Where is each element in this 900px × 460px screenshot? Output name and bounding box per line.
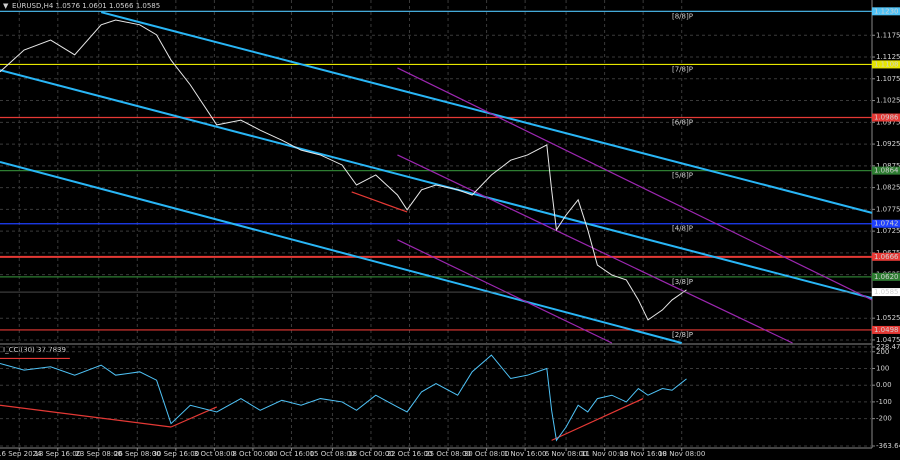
y-tick-label: 1.0875 [876, 162, 900, 170]
y-tick-label: 0.00 [876, 381, 892, 389]
y-tick-label: -363.6451 [876, 442, 900, 450]
level-name: [8/8]P [672, 12, 693, 20]
last-price-tag [872, 288, 900, 297]
x-tick-label: 13 Nov 16:00 [620, 450, 667, 458]
y-tick-label: -100 [876, 398, 892, 406]
symbol-arrow: ▼ [3, 2, 9, 10]
x-tick-label: 8 Oct 00:00 [232, 450, 273, 458]
series-line [0, 354, 687, 442]
level-name: [6/8]P [672, 119, 693, 127]
trend-line [551, 398, 644, 441]
indicator-title: I_CCI(30) 37.7839 [3, 346, 66, 354]
level-label: 1.1230 [874, 7, 899, 15]
trend-line [397, 67, 873, 301]
level-label: 1.1108 [874, 60, 899, 68]
y-tick-label: 1.0825 [876, 184, 900, 192]
trend-line [0, 69, 873, 300]
x-tick-label: 10 Oct 16:00 [269, 450, 315, 458]
level-tag [872, 60, 900, 69]
y-tick-label: 1.1075 [876, 75, 900, 83]
trend-line [351, 191, 408, 213]
y-tick-label: 200 [876, 348, 889, 356]
level-tag [872, 113, 900, 122]
y-tick-label: 228.4729 [876, 343, 900, 351]
level-name: [2/8]P [672, 331, 693, 339]
x-tick-label: 15 Oct 08:00 [310, 450, 356, 458]
x-tick-label: 22 Oct 16:00 [387, 450, 433, 458]
x-tick-label: 6 Nov 08:00 [545, 450, 588, 458]
trend-line [100, 11, 873, 214]
level-label: 1.0986 [874, 114, 899, 122]
chart-title: EURUSD,H4 1.0576 1.0601 1.0566 1.0585 [12, 2, 160, 10]
level-tag [872, 166, 900, 175]
x-tick-label: 1 Nov 16:00 [504, 450, 547, 458]
trend-line [0, 160, 682, 344]
y-tick-label: 1.0525 [876, 314, 900, 322]
y-tick-label: 1.0975 [876, 118, 900, 126]
y-tick-label: 1.0725 [876, 227, 900, 235]
y-tick-label: 1.1025 [876, 97, 900, 105]
trend-line [397, 239, 613, 344]
trend-line [397, 154, 793, 344]
x-tick-label: 18 Sep 16:00 [34, 450, 81, 458]
level-tag [872, 272, 900, 281]
trend-line [0, 404, 172, 428]
level-name: [4/8]P [672, 225, 693, 233]
y-tick-label: -200 [876, 415, 892, 423]
y-tick-label: 1.0925 [876, 140, 900, 148]
x-tick-label: 30 Oct 08:00 [464, 450, 510, 458]
level-tag [872, 325, 900, 334]
level-name: [5/8]P [672, 172, 693, 180]
level-label: 1.0864 [874, 167, 899, 175]
x-tick-label: 11 Nov 00:00 [581, 450, 628, 458]
murrey-label: 1.0666 [874, 253, 899, 261]
y-tick-label: 100 [876, 364, 889, 372]
y-tick-label: 1.1125 [876, 53, 900, 61]
last-price-label: 1.0585 [874, 288, 899, 296]
x-tick-label: 26 Sep 08:00 [114, 450, 161, 458]
level-name: [3/8]P [672, 278, 693, 286]
x-tick-label: 18 Oct 00:00 [348, 450, 394, 458]
series-line [0, 19, 687, 321]
x-tick-label: 16 Sep 2024 [0, 450, 42, 458]
x-tick-label: 30 Sep 16:00 [152, 450, 199, 458]
y-tick-label: 1.0775 [876, 205, 900, 213]
x-tick-label: 25 Oct 08:00 [425, 450, 471, 458]
level-label: 1.0742 [874, 220, 899, 228]
x-tick-label: 18 Nov 08:00 [658, 450, 705, 458]
level-label: 1.0498 [874, 326, 899, 334]
level-label: 1.0620 [874, 273, 899, 281]
level-name: [7/8]P [672, 65, 693, 73]
level-tag [872, 219, 900, 228]
level-tag [872, 7, 900, 16]
murrey-tag [872, 252, 900, 261]
x-tick-label: 3 Oct 08:00 [194, 450, 235, 458]
y-tick-label: 1.0475 [876, 336, 900, 344]
x-tick-label: 23 Sep 08:00 [75, 450, 122, 458]
y-tick-label: 1.1175 [876, 31, 900, 39]
